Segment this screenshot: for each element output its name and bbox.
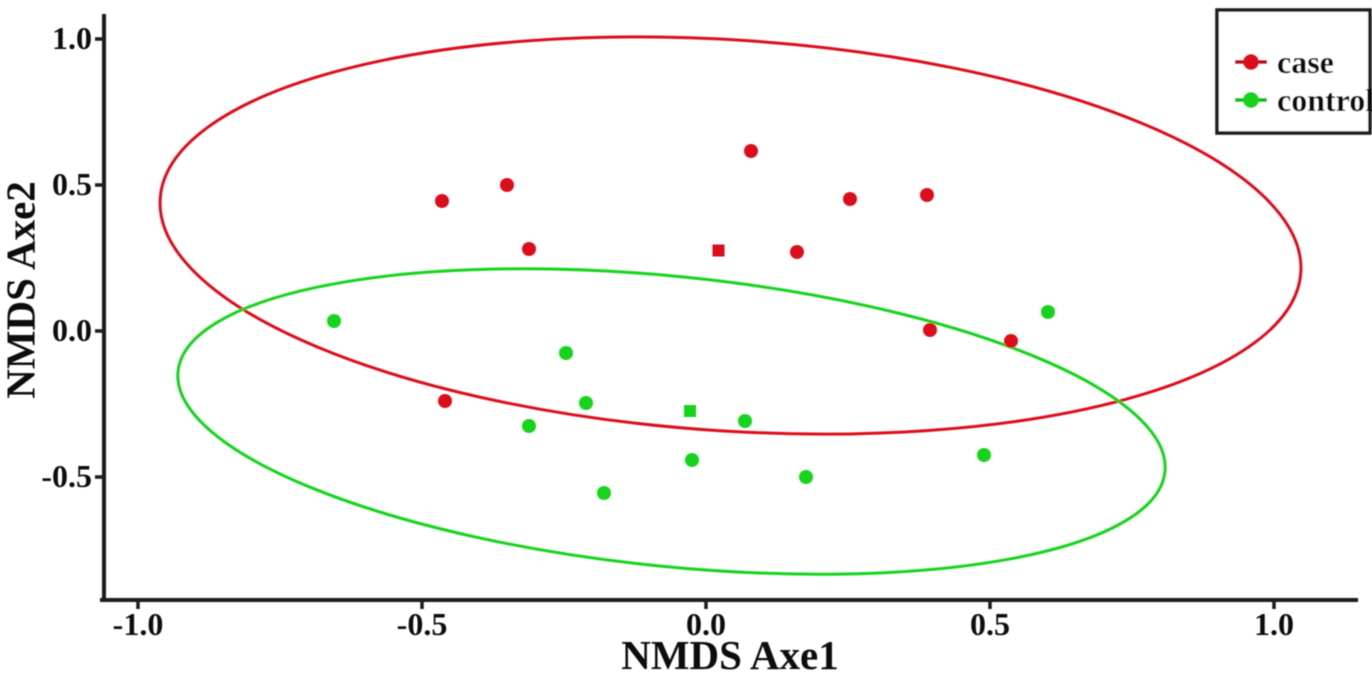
- svg-text:1.0: 1.0: [1254, 606, 1294, 642]
- svg-text:NMDS Axe2: NMDS Axe2: [0, 181, 44, 399]
- svg-text:0.0: 0.0: [52, 312, 92, 348]
- svg-text:0.5: 0.5: [970, 606, 1010, 642]
- svg-text:control: control: [1277, 82, 1372, 118]
- svg-text:case: case: [1277, 44, 1334, 80]
- svg-text:-0.5: -0.5: [41, 458, 92, 494]
- svg-text:-1.0: -1.0: [113, 606, 164, 642]
- svg-text:-0.5: -0.5: [397, 606, 448, 642]
- svg-text:0.0: 0.0: [686, 606, 726, 642]
- svg-text:1.0: 1.0: [52, 20, 92, 56]
- svg-text:NMDS Axe1: NMDS Axe1: [621, 632, 839, 678]
- svg-text:0.5: 0.5: [52, 166, 92, 202]
